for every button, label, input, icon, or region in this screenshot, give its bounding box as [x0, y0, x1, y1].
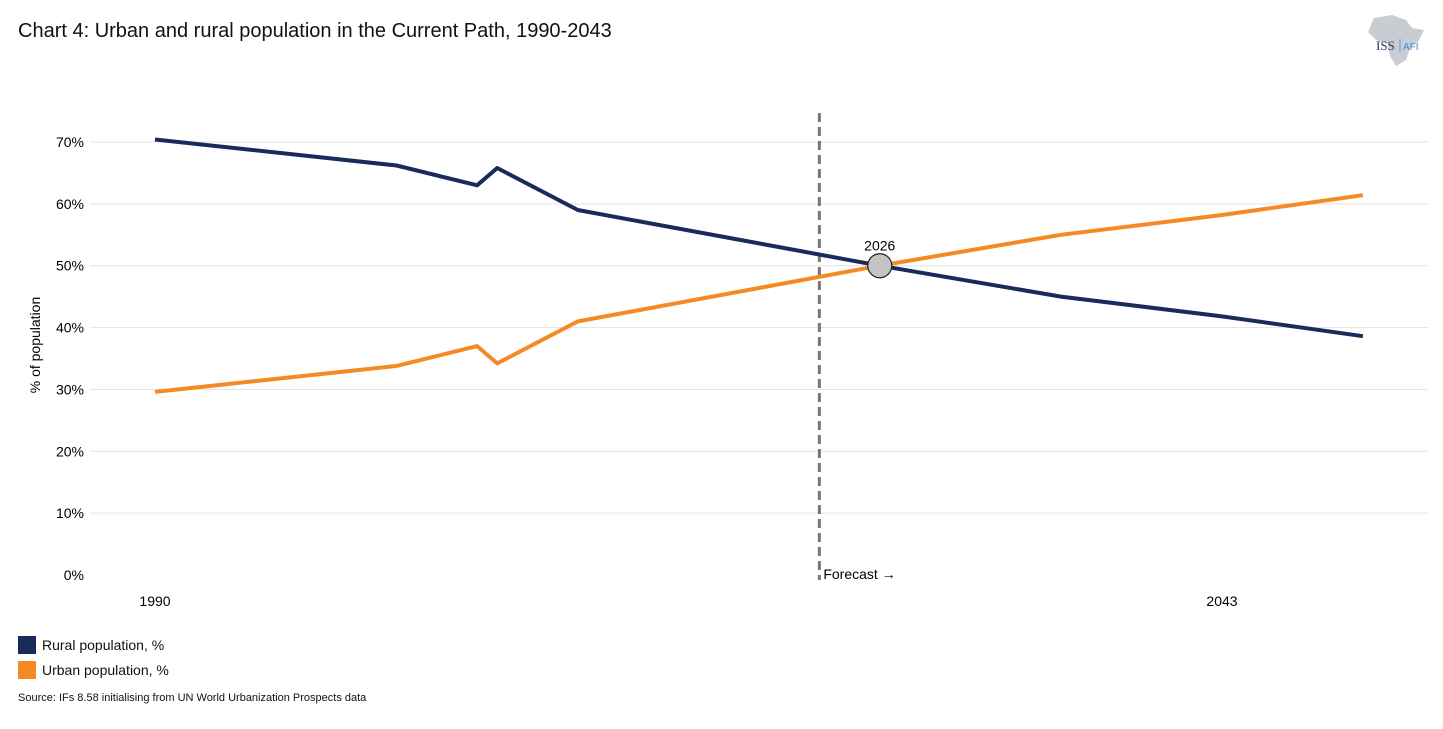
series-line-urban: [154, 193, 1364, 394]
y-tick-label: 60%: [56, 196, 84, 212]
forecast-label: Forecast →: [823, 566, 895, 582]
legend-label: Urban population, %: [42, 661, 169, 678]
legend-swatch: [18, 660, 36, 679]
y-tick-label: 70%: [56, 134, 84, 150]
legend-item-rural: Rural population, %: [18, 632, 169, 657]
legend-item-urban: Urban population, %: [18, 657, 169, 682]
legend-swatch: [18, 635, 36, 654]
y-tick-label: 0%: [64, 567, 84, 583]
crossover-label: 2026: [864, 238, 895, 254]
logo-afi-text: AFI: [1403, 42, 1419, 53]
legend-label: Rural population, %: [42, 636, 165, 653]
y-tick-label: 30%: [56, 381, 84, 397]
series-line-rural: [154, 137, 1364, 339]
chart-title: Chart 4: Urban and rural population in t…: [18, 20, 612, 42]
y-tick-label: 50%: [56, 258, 84, 274]
y-axis-label: % of population: [27, 297, 43, 394]
logo-iss-text: ISS: [1376, 38, 1395, 53]
y-tick-label: 10%: [56, 505, 84, 521]
crossover-marker: [867, 253, 893, 279]
y-tick-label: 40%: [56, 320, 84, 336]
legend: Rural population, % Urban population, %: [18, 632, 169, 682]
x-tick-label: 1990: [139, 593, 170, 609]
y-tick-label: 20%: [56, 443, 84, 459]
iss-afi-logo: ISS AFI: [1362, 12, 1442, 68]
source-note: Source: IFs 8.58 initialising from UN Wo…: [18, 692, 367, 704]
x-tick-label: 2043: [1206, 593, 1237, 609]
